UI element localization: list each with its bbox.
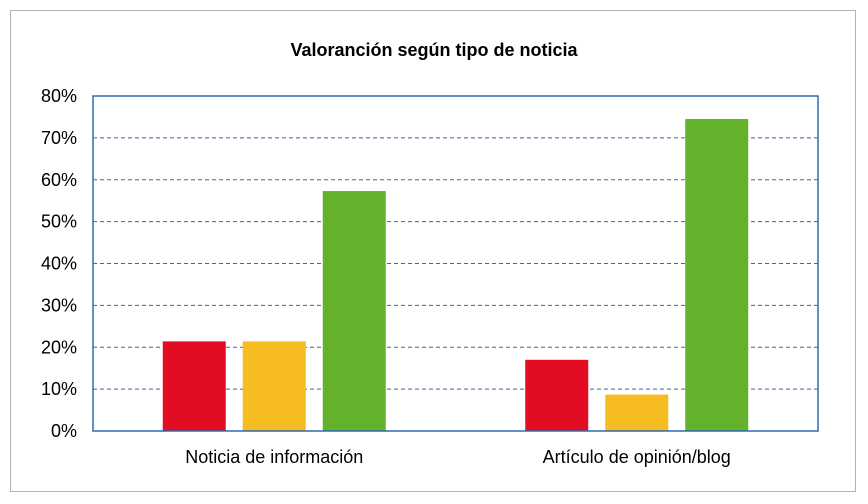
y-tick-label: 20% bbox=[41, 337, 77, 357]
plot-area-border bbox=[92, 95, 819, 432]
bars bbox=[162, 119, 749, 431]
y-tick-label: 30% bbox=[41, 295, 77, 315]
bar bbox=[685, 119, 749, 431]
axis-labels: 0% 10% 20% 30% 40% 50% 60% 70% 80% Noticia de inf… bbox=[41, 86, 731, 467]
y-tick-label: 60% bbox=[41, 170, 77, 190]
bar bbox=[605, 394, 669, 431]
bar bbox=[525, 359, 589, 431]
y-tick-label: 40% bbox=[41, 254, 77, 274]
y-tick-label: 70% bbox=[41, 128, 77, 148]
x-category-label: Noticia de información bbox=[185, 447, 363, 467]
bar bbox=[322, 191, 386, 431]
y-tick-label: 0% bbox=[51, 421, 77, 441]
y-tick-label: 80% bbox=[41, 86, 77, 106]
chart-title: Valoranción según tipo de noticia bbox=[290, 40, 578, 60]
axes bbox=[92, 95, 819, 432]
bar bbox=[242, 341, 306, 431]
y-tick-label: 50% bbox=[41, 212, 77, 232]
y-tick-label: 10% bbox=[41, 379, 77, 399]
bar bbox=[162, 341, 226, 431]
x-category-label: Artículo de opinión/blog bbox=[543, 447, 731, 467]
